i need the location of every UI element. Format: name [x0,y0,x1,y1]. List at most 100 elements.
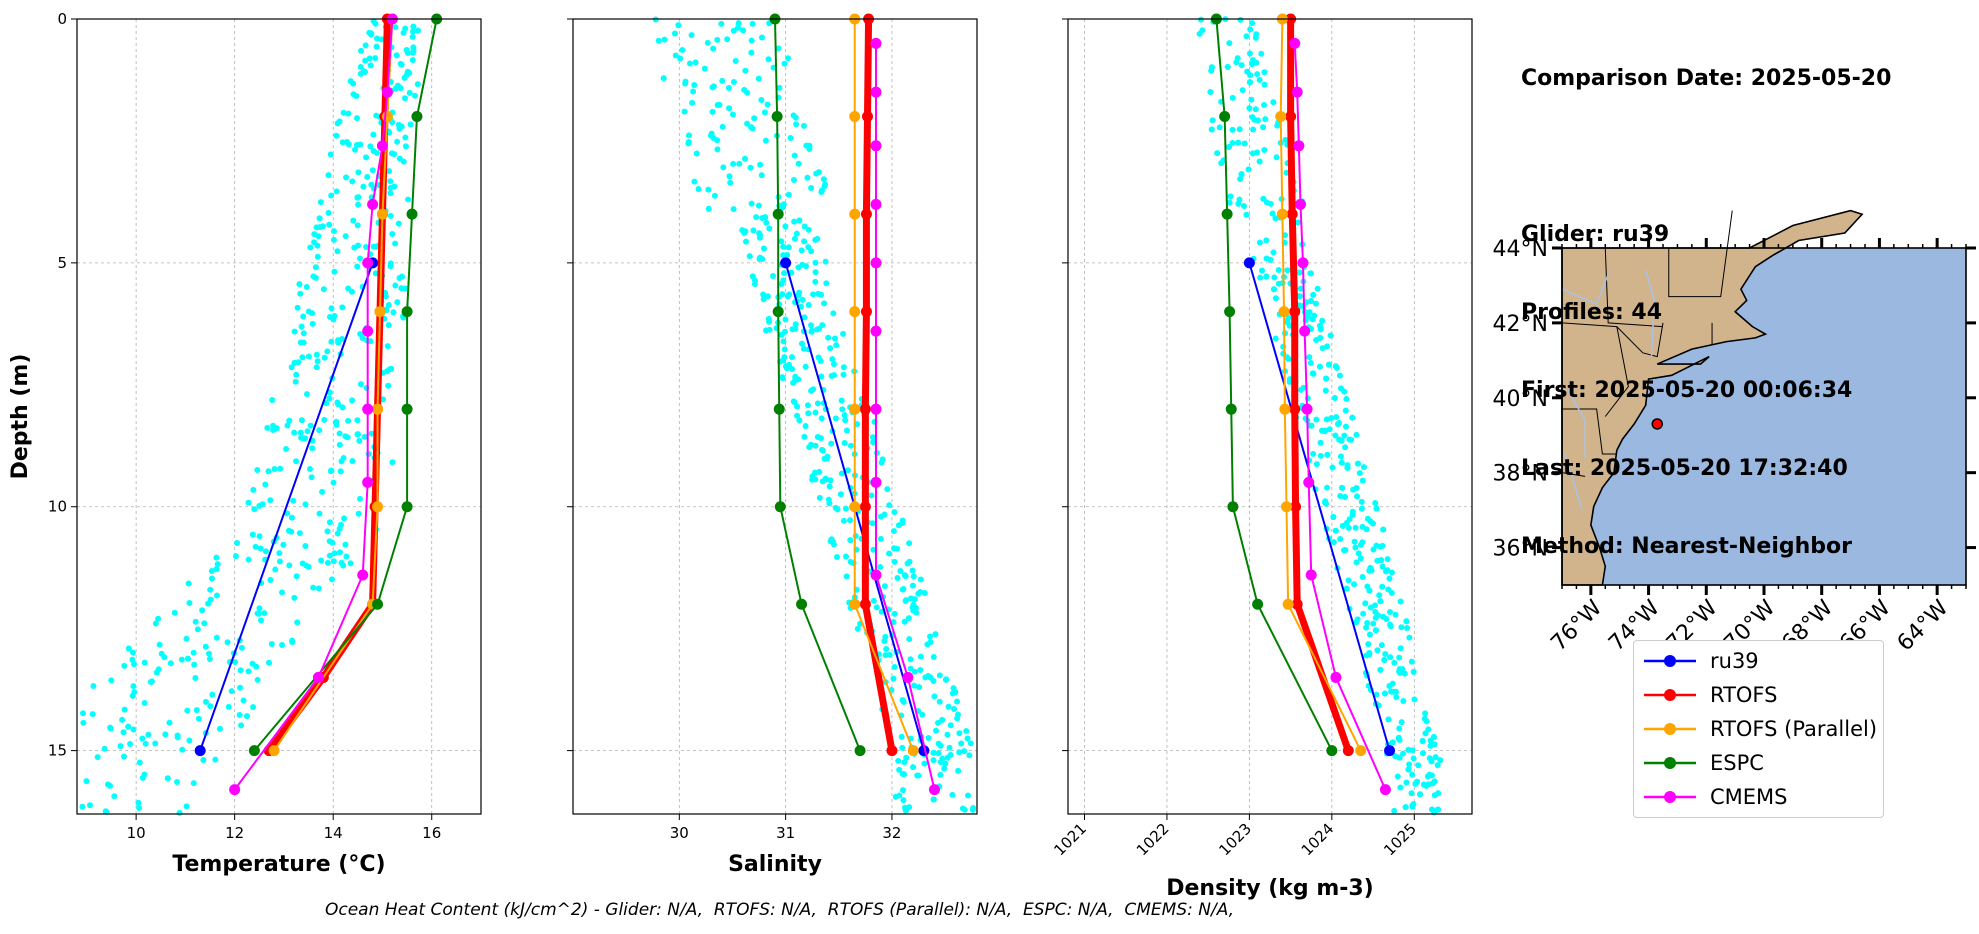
glider-scatter-point [245,556,252,563]
glider-scatter-point [764,101,771,108]
glider-scatter-point [166,719,173,726]
glider-scatter-point [685,138,692,145]
glider-scatter-point [1208,64,1215,71]
glider-scatter-point [1306,309,1313,316]
glider-scatter-point [891,663,898,670]
glider-scatter-point [671,30,678,37]
glider-scatter-point [208,575,215,582]
glider-scatter-point [201,620,208,627]
glider-scatter-point [1428,758,1435,765]
glider-scatter-point [884,486,891,493]
glider-scatter-point [1238,62,1245,69]
glider-scatter-point [1267,256,1274,263]
glider-scatter-point [841,439,848,446]
glider-scatter-point [804,402,811,409]
glider-scatter-point [251,506,258,513]
glider-scatter-point [784,293,791,300]
glider-scatter-point [1248,96,1255,103]
glider-scatter-point [822,258,829,265]
glider-scatter-point [1343,396,1350,403]
glider-scatter-point [692,59,699,66]
series-marker [362,257,374,269]
glider-scatter-point [1307,359,1314,366]
series-marker [374,306,386,318]
glider-scatter-point [800,122,807,129]
series-marker [870,86,882,98]
glider-scatter-point [795,160,802,167]
glider-scatter-point [902,807,909,814]
glider-scatter-point [805,226,812,233]
glider-scatter-point [799,296,806,303]
series-marker [772,306,784,318]
glider-scatter-point [1335,421,1342,428]
glider-scatter-point [1349,414,1356,421]
glider-scatter-point [214,561,221,568]
glider-scatter-point [1345,577,1352,584]
glider-scatter-point [791,235,798,242]
glider-scatter-point [307,422,314,429]
glider-scatter-point [916,684,923,691]
glider-scatter-point [1392,688,1399,695]
axes-frame [76,18,482,815]
glider-scatter-point [300,313,307,320]
glider-scatter-point [792,325,799,332]
glider-scatter-point [342,541,349,548]
glider-scatter-point [814,326,821,333]
series-marker [774,501,786,513]
glider-scatter-point [359,335,366,342]
glider-scatter-point [370,131,377,138]
glider-scatter-point [763,219,770,226]
glider-scatter-point [1209,117,1216,124]
glider-scatter-point [1336,372,1343,379]
glider-scatter-point [178,656,185,663]
glider-scatter-point [410,44,417,51]
glider-scatter-point [1243,211,1250,218]
glider-scatter-point [213,554,220,561]
legend-item: RTOFS [1642,681,1777,709]
glider-scatter-point [785,55,792,62]
glider-scatter-point [409,49,416,56]
glider-scatter-point [354,417,361,424]
glider-scatter-point [121,662,128,669]
glider-scatter-point [265,468,272,475]
glider-scatter-point [1382,651,1389,658]
glider-scatter-point [232,553,239,560]
glider-scatter-point [367,62,374,69]
x-tick-label: 1021 [1050,820,1090,860]
glider-scatter-point [354,194,361,201]
glider-scatter-point [1425,781,1432,788]
glider-scatter-point [336,441,343,448]
glider-scatter-point [1342,407,1349,414]
glider-scatter-point [879,456,886,463]
glider-scatter-point [801,238,808,245]
series-marker [859,403,871,415]
glider-scatter-point [714,146,721,153]
glider-scatter-point [1360,610,1367,617]
glider-scatter-point [1316,363,1323,370]
glider-scatter-point [780,338,787,345]
glider-scatter-point [326,552,333,559]
glider-scatter-point [280,541,287,548]
glider-scatter-point [802,422,809,429]
series-marker [870,140,882,152]
glider-scatter-point [1245,166,1252,173]
glider-scatter-point [1343,585,1350,592]
glider-scatter-point [386,168,393,175]
glider-scatter-point [392,282,399,289]
series-marker [312,671,324,683]
series-marker [771,111,783,123]
glider-scatter-point [1341,547,1348,554]
glider-scatter-point [1235,139,1242,146]
glider-scatter-point [312,264,319,271]
x-tick-label: 32 [882,824,901,842]
glider-scatter-point [331,550,338,557]
first-time: First: 2025-05-20 00:06:34 [1521,378,1853,403]
legend-label: ru39 [1710,649,1759,673]
glider-scatter-point [778,238,785,245]
series-marker [860,306,872,318]
x-tick-label: 30 [670,824,689,842]
glider-scatter-point [183,803,190,810]
glider-scatter-point [1366,587,1373,594]
glider-scatter-point [939,716,946,723]
glider-scatter-point [891,509,898,516]
